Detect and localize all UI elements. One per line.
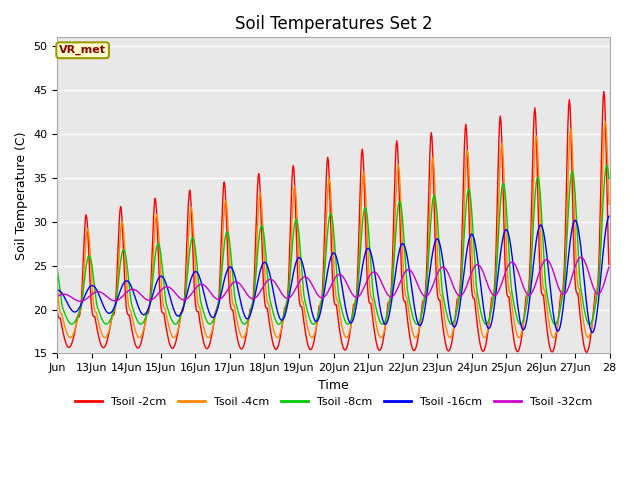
Tsoil -2cm (220, 183, 227, 189)
Tsoil -8cm (586, 322, 593, 327)
X-axis label: Time: Time (318, 379, 349, 392)
Tsoil -2cm (390, 209, 397, 215)
Tsoil -4cm (119, 221, 127, 227)
Line: Tsoil -16cm: Tsoil -16cm (58, 216, 609, 333)
Tsoil -4cm (422, 291, 429, 297)
Tsoil -2cm (54, 310, 61, 315)
Tsoil -32cm (577, 254, 585, 260)
Tsoil -2cm (118, 217, 126, 223)
Line: Tsoil -2cm: Tsoil -2cm (58, 91, 609, 352)
Tsoil -32cm (391, 291, 399, 297)
Legend: Tsoil -2cm, Tsoil -4cm, Tsoil -8cm, Tsoil -16cm, Tsoil -32cm: Tsoil -2cm, Tsoil -4cm, Tsoil -8cm, Tsoi… (70, 392, 597, 411)
Tsoil -4cm (602, 119, 609, 124)
Tsoil -32cm (422, 293, 429, 299)
Tsoil -8cm (421, 296, 429, 301)
Tsoil -16cm (421, 306, 429, 312)
Tsoil -16cm (54, 288, 61, 293)
Tsoil -2cm (421, 294, 429, 300)
Tsoil -16cm (247, 311, 255, 316)
Tsoil -8cm (247, 308, 255, 313)
Tsoil -4cm (67, 335, 74, 340)
Tsoil -8cm (605, 176, 612, 181)
Line: Tsoil -8cm: Tsoil -8cm (58, 165, 609, 324)
Y-axis label: Soil Temperature (C): Soil Temperature (C) (15, 131, 28, 260)
Tsoil -2cm (583, 349, 591, 355)
Tsoil -4cm (248, 302, 255, 308)
Tsoil -32cm (119, 293, 127, 299)
Tsoil -16cm (118, 283, 126, 289)
Line: Tsoil -32cm: Tsoil -32cm (58, 257, 609, 301)
Tsoil -4cm (220, 208, 228, 214)
Tsoil -2cm (600, 88, 608, 94)
Tsoil -4cm (391, 229, 399, 235)
Tsoil -32cm (54, 293, 61, 299)
Tsoil -16cm (605, 213, 612, 219)
Tsoil -8cm (268, 304, 275, 310)
Tsoil -2cm (605, 262, 612, 267)
Line: Tsoil -4cm: Tsoil -4cm (58, 121, 609, 337)
Tsoil -8cm (390, 260, 397, 266)
Tsoil -8cm (54, 268, 61, 274)
Tsoil -16cm (390, 282, 397, 288)
Tsoil -32cm (248, 296, 255, 301)
Tsoil -4cm (54, 283, 61, 289)
Tsoil -16cm (268, 280, 275, 286)
Tsoil -8cm (603, 162, 611, 168)
Tsoil -32cm (605, 264, 612, 270)
Tsoil -2cm (268, 335, 275, 340)
Tsoil -16cm (220, 280, 227, 286)
Tsoil -4cm (269, 322, 276, 327)
Tsoil -32cm (220, 292, 228, 298)
Tsoil -32cm (77, 299, 84, 304)
Tsoil -32cm (269, 277, 276, 283)
Tsoil -2cm (247, 306, 255, 312)
Tsoil -8cm (118, 250, 126, 256)
Tsoil -8cm (220, 250, 227, 256)
Tsoil -4cm (605, 202, 612, 207)
Text: VR_met: VR_met (59, 45, 106, 55)
Tsoil -16cm (589, 330, 596, 336)
Title: Soil Temperatures Set 2: Soil Temperatures Set 2 (235, 15, 432, 33)
